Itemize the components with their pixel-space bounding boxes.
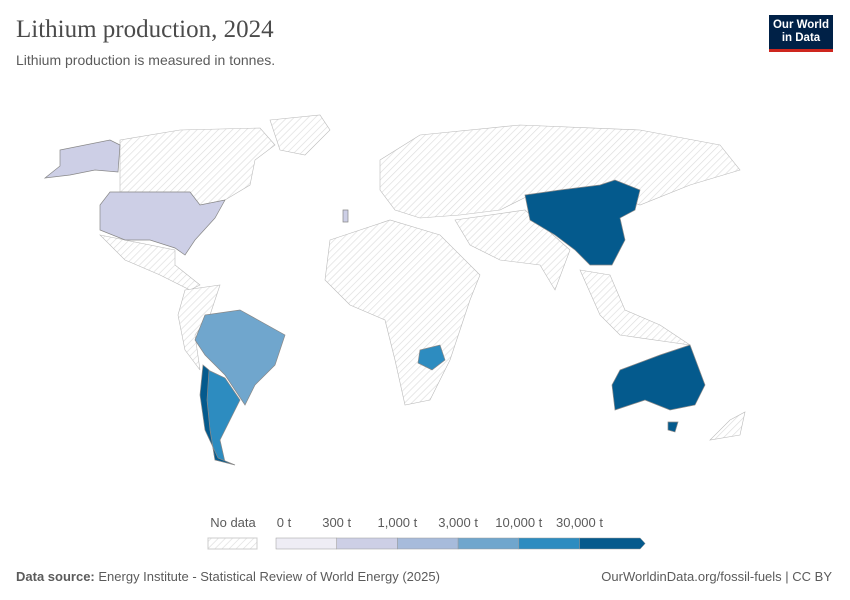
legend-tick-label: 300 t xyxy=(322,515,352,530)
mexico-central-america[interactable] xyxy=(99,234,201,291)
country-alaska[interactable] xyxy=(43,139,121,179)
country-portugal[interactable] xyxy=(342,209,349,223)
country-zimbabwe[interactable] xyxy=(417,344,446,371)
legend-tick-label: 1,000 t xyxy=(377,515,418,530)
greenland[interactable] xyxy=(269,114,331,156)
source-link[interactable]: OurWorldinData.org/fossil-fuels | CC BY xyxy=(601,569,832,584)
country-china[interactable] xyxy=(524,179,641,266)
legend-tick-label: 3,000 t xyxy=(438,515,478,530)
legend-bar xyxy=(207,537,646,550)
owid-logo[interactable]: Our World in Data xyxy=(769,15,833,52)
south-america-north[interactable] xyxy=(177,284,221,371)
new-zealand[interactable] xyxy=(709,411,746,441)
africa[interactable] xyxy=(324,219,481,406)
chart-title: Lithium production, 2024 xyxy=(16,16,274,43)
legend-tick-label: 10,000 t xyxy=(495,515,543,530)
legend-bin xyxy=(397,537,459,550)
legend-bin xyxy=(579,537,646,550)
legend-no-data-swatch xyxy=(207,537,258,550)
legend-no-data-label: No data xyxy=(210,515,256,530)
legend-bin xyxy=(275,537,337,550)
legend-tick-label: 0 t xyxy=(276,515,292,530)
country-tasmania[interactable] xyxy=(667,421,679,433)
legend-bin xyxy=(457,537,520,550)
legend-tick-label: 30,000 t xyxy=(556,515,603,530)
country-brazil[interactable] xyxy=(194,309,286,406)
country-australia[interactable] xyxy=(611,344,706,411)
data-source: Data source: Energy Institute - Statisti… xyxy=(16,569,440,584)
southeast-asia[interactable] xyxy=(579,269,691,346)
country-chile[interactable] xyxy=(199,364,236,466)
legend-bin xyxy=(518,537,580,550)
chart-subtitle: Lithium production is measured in tonnes… xyxy=(16,52,276,68)
country-united-states[interactable] xyxy=(99,191,226,256)
world-map xyxy=(43,114,746,466)
legend-bin xyxy=(336,537,398,550)
